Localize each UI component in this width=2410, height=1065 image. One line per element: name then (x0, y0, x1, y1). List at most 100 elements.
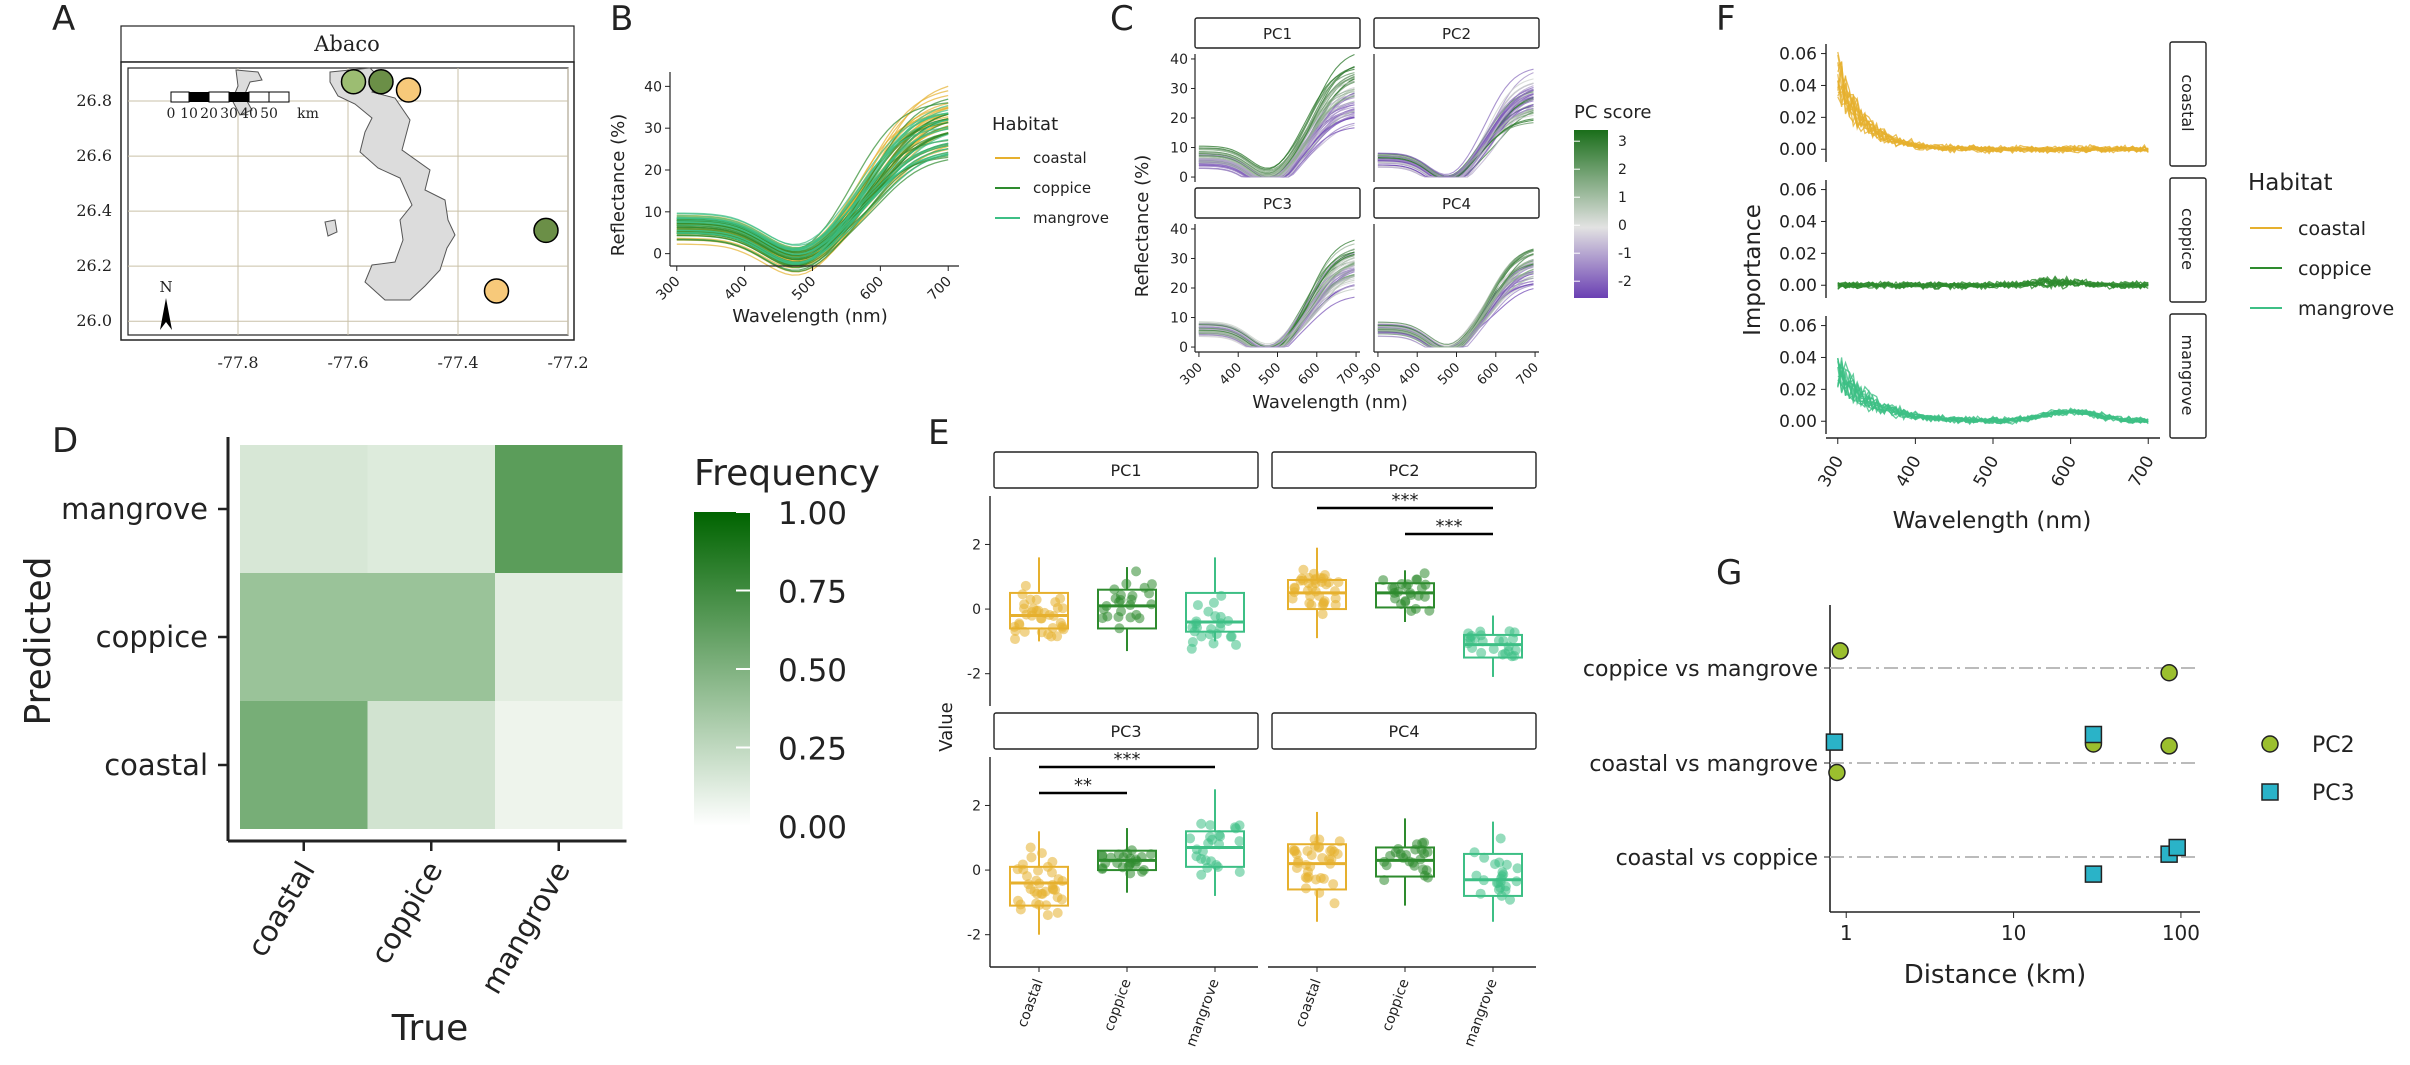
e-jitter-point (1208, 597, 1219, 608)
panel-letter-a: A (52, 0, 75, 39)
e-x-tick-label: mangrove (1183, 977, 1222, 1049)
e-facet-strip-label: PC3 (1111, 722, 1142, 741)
e-jitter-point (1097, 863, 1108, 874)
e-box (1009, 865, 1069, 907)
f-x-tick-label: 400 (1892, 453, 1926, 491)
f-y-tick-label: 0.06 (1779, 45, 1817, 65)
e-facets: PC1 -2 0 2 PC2 *** *** PC3 -2 0 2 coastal coppice man… (967, 451, 1537, 1049)
c-facet-strip-label: PC1 (1263, 25, 1292, 43)
e-jitter-point (1208, 638, 1219, 649)
d-x-tick-label: mangrove (474, 856, 577, 1000)
g-x-axis-title: Distance (km) (1904, 960, 2087, 990)
e-y-tick-label: 2 (972, 537, 981, 553)
e-x-tick-label: coastal (1015, 977, 1047, 1030)
e-y-tick-label: 0 (972, 602, 981, 618)
d-legend-title: Frequency (694, 453, 880, 494)
d-y-axis-title: Predicted (18, 557, 59, 726)
map-site-marker (395, 77, 422, 103)
c-spectrum-line (1198, 268, 1355, 348)
c-x-tick-label: 400 (1396, 360, 1424, 388)
e-jitter-point (1329, 898, 1340, 909)
c-colorbar: 3 2 1 0 -1 -2 (1574, 130, 1632, 298)
g-y-tick-label: coppice vs mangrove (1583, 657, 1818, 682)
e-jitter-point (1215, 622, 1226, 633)
panel-letter-f: F (1716, 0, 1736, 39)
scale-bar-label: 40 (240, 106, 258, 122)
e-jitter-point (1113, 611, 1124, 622)
f-y-tick-label: 0.02 (1779, 108, 1817, 128)
e-significance-label: *** (1392, 490, 1419, 511)
d-y-tick-label: mangrove (61, 492, 208, 526)
f-importance-line-mangrove (1837, 360, 2149, 426)
c-x-tick-label: 400 (1217, 360, 1245, 388)
e-jitter-point (1488, 643, 1499, 654)
e-jitter-point (1026, 852, 1037, 863)
map-site-marker (533, 217, 559, 244)
c-spectrum-line (1198, 276, 1355, 347)
c-y-tick-label: 10 (1170, 311, 1188, 327)
c-x-tick-label: 500 (1435, 360, 1463, 388)
e-jitter-point (1234, 836, 1245, 847)
d-cell (240, 445, 368, 573)
f-x-axis-title: Wavelength (nm) (1893, 508, 2092, 534)
f-y-tick-label: 0.02 (1779, 380, 1817, 400)
e-y-tick-label: -2 (967, 928, 981, 944)
b-spectrum-line-mangrove (676, 144, 949, 252)
e-facet-strip-label: PC1 (1111, 461, 1142, 480)
e-jitter-point (1409, 860, 1420, 871)
e-jitter-point (1126, 594, 1137, 605)
e-jitter-point (1196, 853, 1207, 864)
e-jitter-point (1196, 818, 1207, 829)
b-spectra-lines (676, 85, 949, 276)
c-x-tick-label: 500 (1256, 360, 1284, 388)
e-jitter-point (1214, 829, 1225, 840)
c-colorbar-tick-label: -1 (1618, 246, 1632, 262)
f-y-tick-label: 0.04 (1779, 76, 1817, 96)
e-jitter-point (1032, 888, 1043, 899)
e-jitter-point (1207, 834, 1218, 845)
f-legend-label-coastal: coastal (2298, 218, 2366, 240)
c-facet-strip-label: PC3 (1263, 195, 1292, 213)
b-x-axis-title: Wavelength (nm) (732, 306, 888, 327)
c-y-tick-label: 40 (1170, 222, 1188, 238)
c-facet-strip (1373, 17, 1540, 49)
d-cells (240, 445, 623, 829)
map-x-tick-label: -77.4 (437, 353, 478, 372)
b-legend-label-coppice: coppice (1033, 179, 1091, 197)
c-spectrum-line (1198, 269, 1355, 348)
e-jitter-point (1144, 588, 1155, 599)
f-importance-line-coppice (1837, 279, 2149, 291)
e-jitter-point (1420, 579, 1431, 590)
d-cell (240, 701, 368, 829)
panel-b-reflectance: 0 10 20 30 40 300 400 500 600 700 Wavelength (nm)… (608, 72, 1109, 327)
e-jitter-point (1498, 869, 1509, 880)
f-facet-strip (2169, 41, 2207, 167)
f-y-tick-label: 0.04 (1779, 212, 1817, 232)
c-facet-PC2: PC2 (1373, 17, 1540, 182)
d-cell (495, 445, 623, 573)
e-jitter-point (1020, 580, 1031, 591)
e-jitter-point (1186, 643, 1197, 654)
e-jitter-point (1052, 907, 1063, 918)
panel-letter-d: D (52, 421, 78, 461)
e-jitter-point (1097, 850, 1108, 861)
e-facet-strip (1271, 451, 1537, 489)
d-legend-tick-label: 0.25 (778, 732, 847, 768)
map-y-tick-label: 26.4 (76, 201, 112, 220)
e-jitter-point (1333, 577, 1344, 588)
c-colorbar-tick-label: 0 (1618, 218, 1627, 234)
g-legend-key-pc2 (2261, 735, 2279, 753)
c-spectrum-line (1377, 88, 1534, 178)
e-jitter-point (1493, 635, 1504, 646)
c-y-tick-label: 40 (1170, 52, 1188, 68)
e-jitter-point (1381, 860, 1392, 871)
e-jitter-point (1302, 873, 1313, 884)
g-legend-label-PC3: PC3 (2312, 781, 2355, 806)
c-spectrum-line (1377, 93, 1534, 177)
e-box (1185, 591, 1245, 633)
e-jitter-point (1504, 626, 1515, 637)
e-jitter-point (1205, 820, 1216, 831)
e-jitter-point (1057, 603, 1068, 614)
e-jitter-point (1505, 894, 1516, 905)
